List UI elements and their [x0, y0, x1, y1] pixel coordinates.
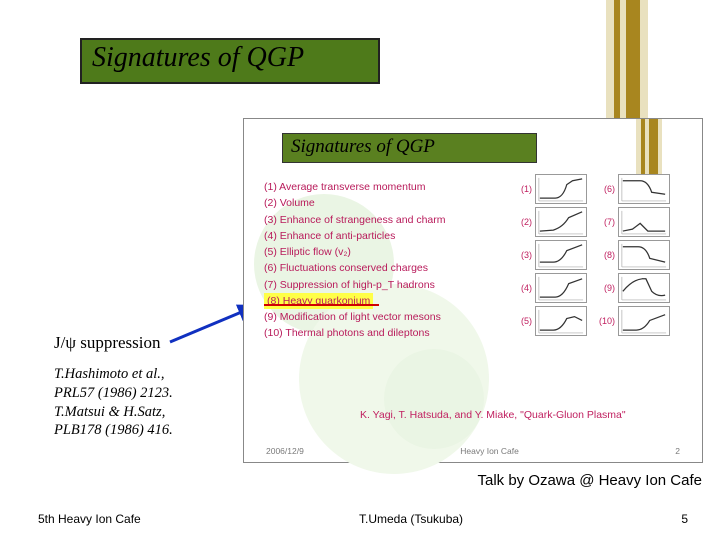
slide-title: Signatures of QGP — [291, 136, 435, 158]
reference-line: T.Matsui & H.Satz, — [54, 403, 239, 422]
slide-list-item: (7) Suppression of high-p_T hadrons — [264, 277, 446, 293]
slide-corner-stripes — [636, 119, 662, 179]
jpsi-line: J/ψ suppression — [54, 332, 239, 355]
plot-number: (9) — [597, 283, 615, 293]
plot-number: (10) — [597, 316, 615, 326]
plot-number: (4) — [514, 283, 532, 293]
plot-number: (6) — [597, 184, 615, 194]
plot-row: (2) (7) — [514, 207, 694, 237]
plot-number: (8) — [597, 250, 615, 260]
mini-plot — [535, 207, 587, 237]
corner-stripes — [606, 0, 648, 128]
plot-number: (5) — [514, 316, 532, 326]
plot-row: (3) (8) — [514, 240, 694, 270]
page-footer: 5th Heavy Ion Cafe T.Umeda (Tsukuba) 5 — [0, 512, 720, 526]
mini-plot — [618, 273, 670, 303]
mini-plot — [618, 240, 670, 270]
slide-list-item: (6) Fluctuations conserved charges — [264, 260, 446, 276]
slide-foot-mid: Heavy Ion Cafe — [460, 446, 519, 456]
mini-plot — [535, 240, 587, 270]
slide-footer: 2006/12/9 Heavy Ion Cafe 2 — [244, 446, 702, 456]
mini-plot — [618, 207, 670, 237]
slide-foot-date: 2006/12/9 — [266, 446, 304, 456]
plot-number: (7) — [597, 217, 615, 227]
highlight-underline — [264, 304, 379, 306]
slide-list-item: (2) Volume — [264, 195, 446, 211]
references: T.Hashimoto et al.,PRL57 (1986) 2123.T.M… — [54, 365, 239, 440]
page-title-bar: Signatures of QGP — [80, 38, 380, 84]
slide-foot-page: 2 — [675, 446, 680, 456]
slide-list-item: (9) Modification of light vector mesons — [264, 309, 446, 325]
embedded-slide: Signatures of QGP (1) Average transverse… — [243, 118, 703, 463]
footer-page: 5 — [681, 512, 688, 526]
slide-title-bar: Signatures of QGP — [282, 133, 537, 163]
reference-line: PLB178 (1986) 416. — [54, 421, 239, 440]
mini-plot-grid: (1) (6) (2) (7) (3) (8) (4) (9) (5) (10) — [514, 174, 694, 339]
slide-caption: Talk by Ozawa @ Heavy Ion Cafe — [478, 472, 703, 489]
reference-line: PRL57 (1986) 2123. — [54, 384, 239, 403]
plot-number: (2) — [514, 217, 532, 227]
plot-row: (4) (9) — [514, 273, 694, 303]
left-text-block: J/ψ suppression T.Hashimoto et al.,PRL57… — [54, 332, 239, 440]
slide-list-item: (3) Enhance of strangeness and charm — [264, 212, 446, 228]
plot-number: (1) — [514, 184, 532, 194]
plot-row: (5) (10) — [514, 306, 694, 336]
mini-plot — [618, 306, 670, 336]
slide-list-item: (10) Thermal photons and dileptons — [264, 325, 446, 341]
slide-list-item: (1) Average transverse momentum — [264, 179, 446, 195]
mini-plot — [535, 174, 587, 204]
footer-mid: T.Umeda (Tsukuba) — [359, 512, 463, 526]
plot-row: (1) (6) — [514, 174, 694, 204]
slide-list-item: (4) Enhance of anti-particles — [264, 228, 446, 244]
slide-list-highlight: (8) Heavy quarkonium — [264, 293, 446, 309]
mini-plot — [535, 273, 587, 303]
slide-citation: K. Yagi, T. Hatsuda, and Y. Miake, "Quar… — [360, 409, 626, 421]
page-title: Signatures of QGP — [92, 42, 304, 74]
slide-list: (1) Average transverse momentum(2) Volum… — [264, 179, 446, 342]
mini-plot — [618, 174, 670, 204]
reference-line: T.Hashimoto et al., — [54, 365, 239, 384]
plot-number: (3) — [514, 250, 532, 260]
mini-plot — [535, 306, 587, 336]
footer-left: 5th Heavy Ion Cafe — [38, 512, 141, 526]
slide-list-item: (5) Elliptic flow (v₂) — [264, 244, 446, 260]
